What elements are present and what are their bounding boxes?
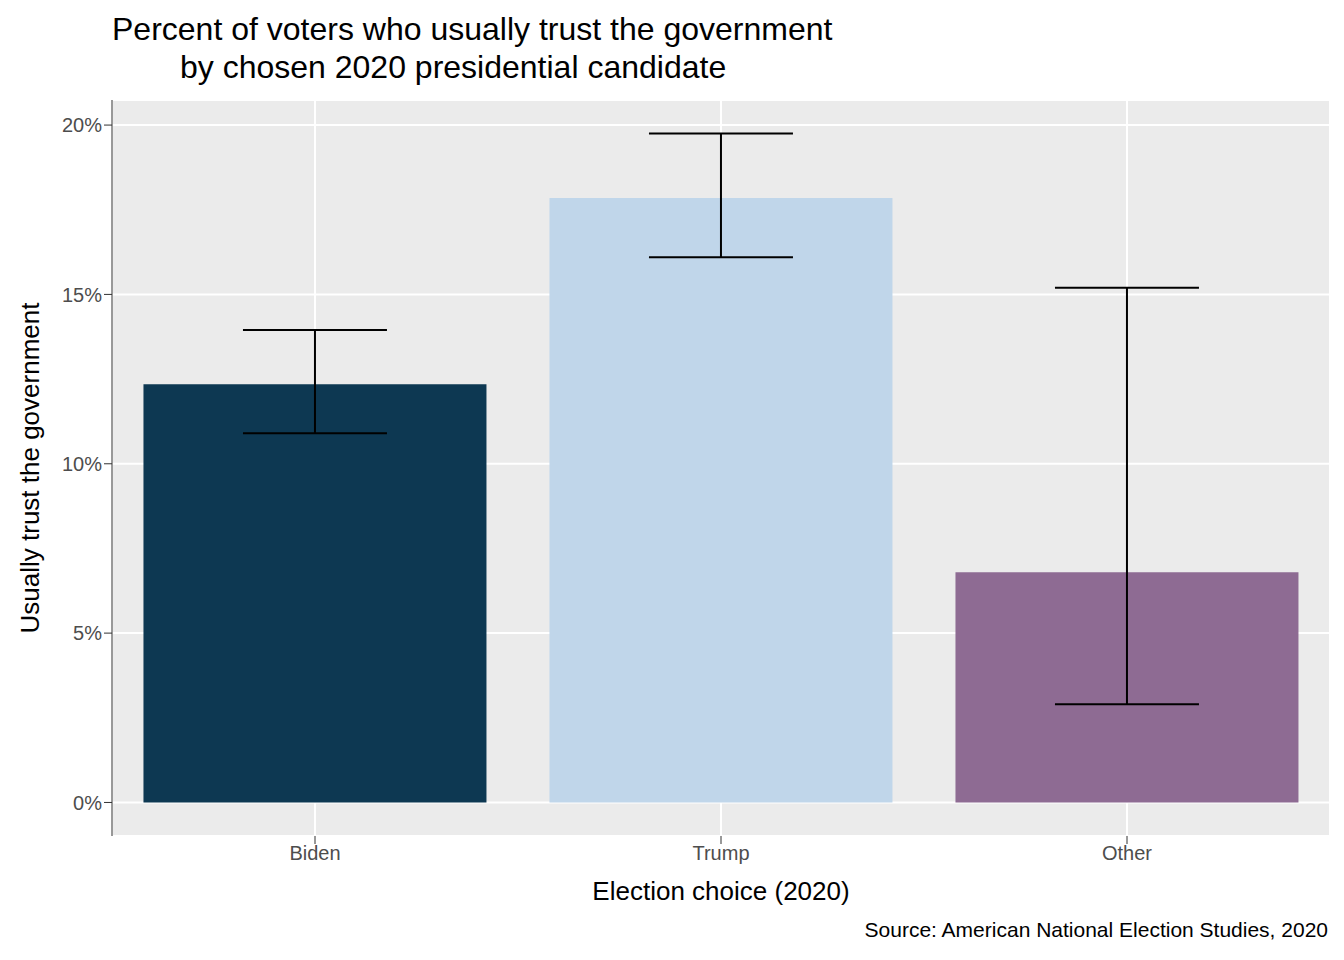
svg-text:Trump: Trump — [692, 842, 749, 864]
svg-text:Other: Other — [1102, 842, 1152, 864]
svg-text:Biden: Biden — [289, 842, 340, 864]
svg-text:10%: 10% — [62, 453, 102, 475]
svg-text:5%: 5% — [73, 622, 102, 644]
svg-text:0%: 0% — [73, 792, 102, 814]
html-text:by chosen 2020 presidential ca: by chosen 2020 presidential candidate — [180, 49, 727, 85]
html-text:Percent of voters who usually: Percent of voters who usually trust the … — [112, 11, 833, 47]
html-text:Source: American National Elec: Source: American National Election Studi… — [864, 918, 1328, 941]
html-text:Election choice (2020): Election choice (2020) — [592, 875, 850, 906]
svg-text:20%: 20% — [62, 114, 102, 136]
html-text:Usually trust the government: Usually trust the government — [14, 302, 45, 634]
svg-text:15%: 15% — [62, 284, 102, 306]
